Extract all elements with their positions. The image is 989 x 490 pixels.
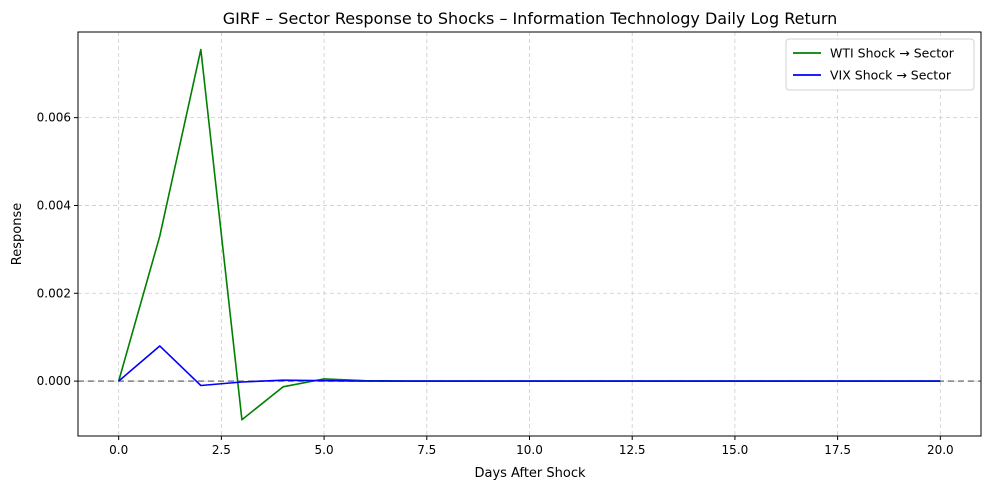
legend-label: WTI Shock → Sector xyxy=(830,46,955,61)
x-tick-label: 17.5 xyxy=(824,443,851,457)
x-tick-label: 20.0 xyxy=(927,443,954,457)
x-tick-label: 10.0 xyxy=(516,443,543,457)
legend: WTI Shock → Sector VIX Shock → Sector xyxy=(785,38,975,91)
x-axis-label: Days After Shock xyxy=(474,466,586,481)
series-line-vix xyxy=(118,345,941,387)
x-tick-label: 0.0 xyxy=(109,443,128,457)
chart-title: GIRF – Sector Response to Shocks – Infor… xyxy=(223,9,838,28)
x-tick-label: 12.5 xyxy=(619,443,646,457)
x-axis-ticks: 0.0 2.5 5.0 7.5 10.0 12.5 15.0 17.5 20.0 xyxy=(109,436,954,457)
y-axis-label: Response xyxy=(10,203,25,265)
x-tick-label: 2.5 xyxy=(212,443,231,457)
y-axis-ticks: 0.000 0.002 0.004 0.006 xyxy=(37,111,78,388)
series-group xyxy=(117,48,941,421)
legend-label: VIX Shock → Sector xyxy=(830,68,952,83)
y-tick-label: 0.000 xyxy=(37,374,71,388)
x-tick-label: 5.0 xyxy=(315,443,334,457)
x-tick-label: 15.0 xyxy=(722,443,749,457)
y-tick-label: 0.006 xyxy=(37,111,71,125)
y-tick-label: 0.004 xyxy=(37,198,71,212)
x-tick-label: 7.5 xyxy=(417,443,436,457)
y-tick-label: 0.002 xyxy=(37,286,71,300)
legend-box xyxy=(785,38,975,91)
